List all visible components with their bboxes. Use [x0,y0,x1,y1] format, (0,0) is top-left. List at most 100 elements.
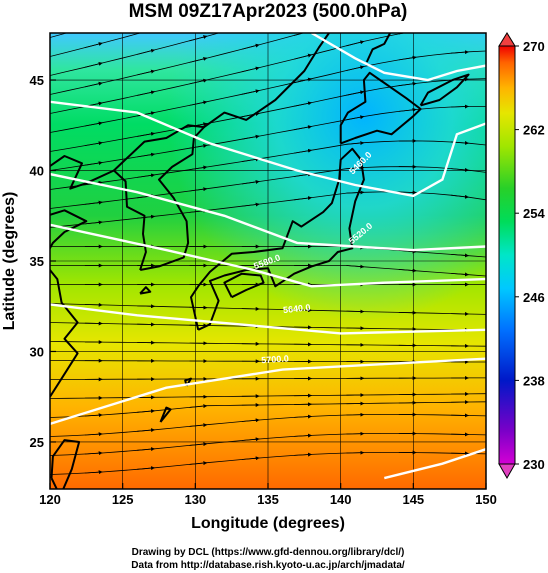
wind-arrow [346,141,365,146]
wind-arrow [84,121,103,127]
y-tick-label: 40 [30,164,44,179]
streamline [50,78,486,152]
height-contours [50,33,486,480]
wind-arrow [294,101,312,107]
wind-arrow [137,428,156,433]
wind-arrow [346,65,365,71]
wind-arrow [241,134,260,140]
wind-arrow [241,437,260,442]
wind-arrow [242,22,259,27]
wind-arrow [451,104,469,109]
wind-arrow [137,90,156,96]
map-title: MSM 09Z17Apr2023 (500.0hPa) [129,1,408,22]
wind-arrow [137,69,156,76]
coastline [159,406,172,423]
wind-arrow [137,466,156,471]
wind-arrow [137,131,156,137]
streamline [50,414,486,437]
wind-arrow [189,100,208,106]
wind-arrow [346,40,365,47]
wind-arrow [241,43,260,50]
coastline [365,33,391,63]
wind-arrow [241,456,260,461]
wind-arrow [294,196,312,201]
y-tick-label: 35 [30,254,44,269]
wind-arrow [451,253,469,258]
wind-arrow [189,442,208,447]
footer-credit-drawing: Drawing by DCL (https://www.gfd-dennou.o… [132,547,405,558]
wind-arrow [398,268,417,273]
wind-arrow [294,414,312,419]
wind-arrow [294,125,312,131]
coastline [339,71,422,145]
streamline [50,33,221,76]
coastline [184,377,192,387]
wind-arrow [137,214,156,219]
wind-arrow [398,107,417,112]
streamline [50,433,486,456]
coastline [139,286,152,295]
colorbar-bottom-arrow [498,463,516,480]
streamline [50,341,486,347]
wind-arrow [241,418,260,423]
colorbar-tick-label: 262 [523,123,545,138]
colorbar-ticks: 230 238 246 254 262 270 [515,39,545,472]
wind-arrow [451,24,468,26]
height-contour [50,223,486,288]
wind-arrow [189,187,208,192]
wind-arrow [84,42,103,49]
footer-credit-data: Data from http://database.rish.kyoto-u.a… [131,560,405,571]
x-tick-label: 150 [475,492,497,507]
wind-arrow [84,451,103,456]
height-contour [384,448,486,480]
streamline [50,246,486,258]
coastline [203,33,330,128]
wind-arrow [84,432,103,437]
streamline [50,265,486,277]
colorbar-tick-label: 238 [523,373,545,388]
height-contour [310,33,486,82]
wind-arrow [189,78,208,85]
wind-arrow [137,173,156,178]
wind-arrow [84,470,103,475]
wind-arrow [346,264,365,269]
wind-arrow [241,202,260,207]
wind-arrow [294,53,312,60]
wind-arrow [137,111,156,117]
wind-arrow [137,48,156,55]
x-axis-ticks: 120 125 130 135 140 145 150 [39,483,497,507]
wind-arrow [189,56,208,63]
wind-arrow [398,55,417,61]
coastline [50,439,81,489]
wind-arrow [84,220,103,225]
x-tick-label: 130 [184,492,206,507]
wind-arrow [137,447,156,452]
wind-arrow [398,81,417,87]
wind-arrow [346,90,365,96]
colorbar: 230 238 246 254 262 270 [498,32,545,480]
wind-arrow [398,249,417,254]
coastline [190,147,365,331]
wind-arrow [84,413,103,418]
wind-arrow [241,157,260,162]
wind-arrow [84,61,103,68]
wind-arrow [294,77,312,84]
colorbar-tick-label: 246 [523,290,545,305]
x-tick-label: 125 [112,492,134,507]
wind-arrow [398,190,417,195]
streamline [50,33,407,114]
coastline [419,73,470,107]
streamline [50,452,486,475]
wind-arrow [346,190,365,195]
contour-label: 5700.0 [261,353,289,365]
coastline [223,272,265,299]
streamline [50,377,486,380]
coastlines [50,33,470,489]
x-tick-label: 145 [402,492,424,507]
height-contour [50,100,486,198]
wind-arrow [451,167,469,172]
streamline [50,50,486,133]
y-axis-ticks: 25 30 35 40 45 [30,73,56,450]
wind-arrow [451,272,469,277]
